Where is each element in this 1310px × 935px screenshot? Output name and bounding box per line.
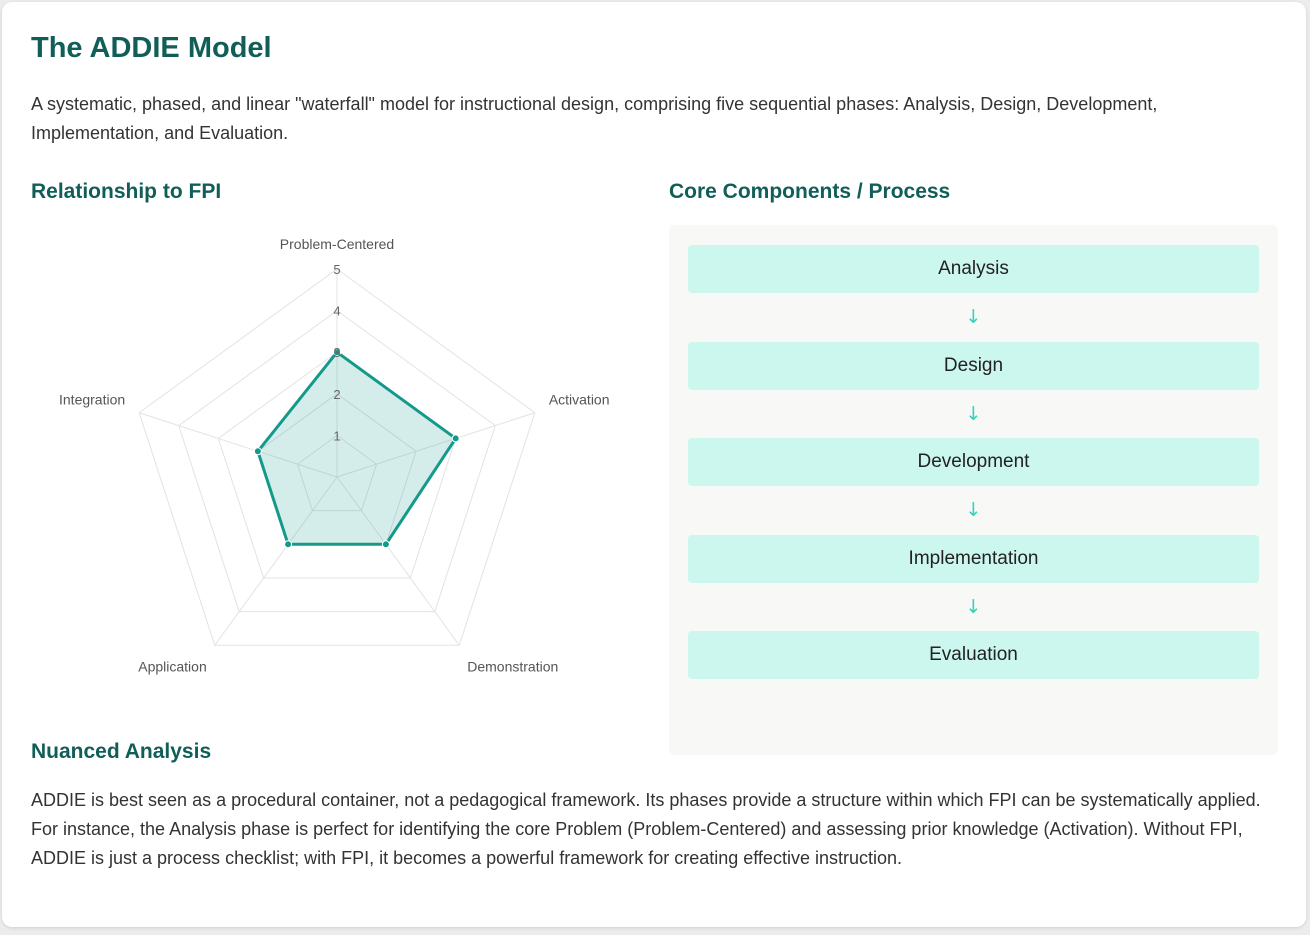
process-step-evaluation: Evaluation (688, 631, 1259, 679)
nuanced-analysis-heading: Nuanced Analysis (31, 740, 212, 763)
process-step-development: Development (688, 438, 1259, 486)
process-step-implementation: Implementation (688, 534, 1259, 583)
axis-label-application: Application (138, 658, 207, 674)
process-panel: Analysis ↓ Design ↓ Development ↓ Implementati… (669, 225, 1278, 755)
arrow-down-icon: ↓ (965, 306, 982, 328)
grid-spoke-2 (336, 476, 460, 646)
relationship-heading: Relationship to FPI (31, 180, 222, 203)
axis-label-problem-centered: Problem-Centered (280, 236, 394, 252)
grid-ring-1 (296, 434, 378, 512)
grid-ring-4 (178, 309, 496, 613)
tick-label-1: 1 (333, 428, 340, 443)
data-point-1 (451, 434, 460, 443)
process-step-analysis: Analysis (688, 245, 1259, 293)
data-point-2 (381, 540, 390, 549)
arrow-down-icon: ↓ (965, 402, 982, 425)
arrow-down-icon: ↓ (965, 499, 982, 521)
grid-spoke-4 (139, 412, 338, 478)
axis-label-integration: Integration (59, 392, 125, 408)
data-point-3 (284, 540, 293, 549)
fpi-radar-chart: 1 2 3 4 5 Problem-Centered Activation Demonstra… (59, 236, 610, 674)
grid-spoke-1 (336, 412, 535, 478)
data-point-0 (333, 348, 341, 357)
arrow-down-icon: ↓ (965, 595, 982, 618)
process-step-design: Design (688, 341, 1259, 390)
page-title: The ADDIE Model (31, 32, 272, 64)
axis-label-activation: Activation (549, 392, 610, 408)
tick-label-3: 3 (333, 345, 340, 360)
grid-spoke-3 (214, 476, 338, 646)
nuanced-analysis-text: ADDIE is best seen as a procedural conta… (31, 790, 1261, 868)
series-area-0 (256, 350, 458, 546)
tick-label-4: 4 (333, 304, 340, 319)
axis-label-demonstration: Demonstration (467, 658, 558, 674)
tick-label-5: 5 (333, 262, 340, 277)
model-description: A systematic, phased, and linear "waterf… (31, 94, 1158, 143)
data-point-4 (253, 447, 262, 456)
grid-ring-5 (138, 268, 536, 646)
core-components-heading: Core Components / Process (669, 180, 951, 203)
tick-label-2: 2 (333, 387, 340, 402)
